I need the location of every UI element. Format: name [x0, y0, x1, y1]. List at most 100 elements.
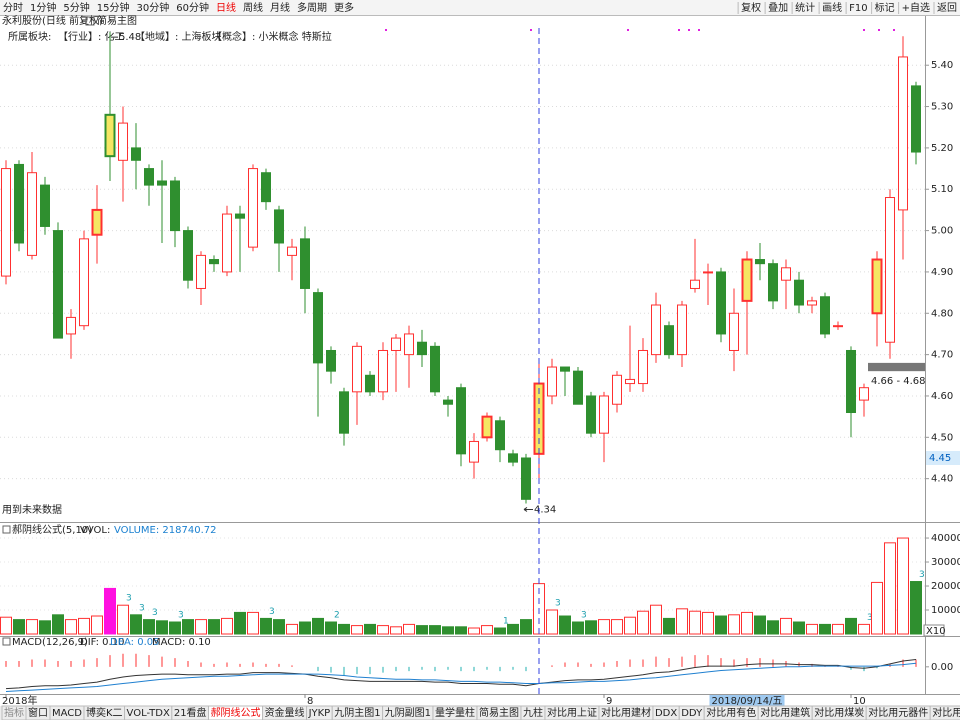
tab[interactable]: 博奕K二 — [86, 706, 123, 719]
volume-bar — [286, 623, 298, 635]
period-button[interactable]: 多周期 — [297, 1, 327, 14]
signal-dot — [627, 29, 629, 31]
volume-bar — [364, 623, 376, 635]
candle-body — [898, 56, 908, 211]
y-tick-label: 4.90 — [931, 267, 953, 278]
tab[interactable]: 对比用建筑 — [760, 706, 810, 719]
current-price-box — [926, 450, 960, 465]
pane-icon — [2, 637, 11, 646]
toolbar-button[interactable]: +自选 — [902, 1, 930, 14]
tab[interactable]: 九柱 — [523, 706, 543, 719]
candle-body — [287, 246, 297, 256]
volume-bar — [455, 626, 467, 635]
concept: 【概念】: 小米概念 特斯拉 — [212, 30, 332, 43]
volume-bar — [884, 542, 896, 635]
tab[interactable]: 指标 — [4, 706, 24, 719]
x-label-box — [709, 695, 785, 707]
candle-body — [131, 147, 141, 161]
volume-title: 郝阴线公式(5,10) — [12, 523, 92, 536]
volume-bar — [208, 619, 220, 635]
signal-dot — [698, 29, 700, 31]
period-button[interactable]: 60分钟 — [176, 1, 209, 14]
volume-bar — [819, 623, 831, 635]
tab[interactable]: 对比用通信设 — [932, 706, 960, 719]
x-tick-label: 9 — [606, 696, 612, 707]
tab[interactable]: 对比用建材 — [601, 706, 651, 719]
volume-bar — [52, 614, 64, 635]
tab[interactable]: 量学量柱 — [435, 706, 475, 719]
volume-bar — [26, 619, 38, 635]
volume-bar — [845, 617, 857, 635]
tab[interactable]: 简易主图 — [479, 706, 519, 719]
tab[interactable]: 九阴副图1 — [385, 707, 431, 719]
signal-dot — [678, 29, 680, 31]
tab[interactable]: MACD — [52, 708, 82, 719]
y-tick-label: 4.60 — [931, 391, 953, 402]
tab[interactable]: 资金量线 — [265, 706, 305, 719]
tab[interactable]: 对比用煤炭 — [814, 706, 864, 719]
tab[interactable]: 21看盘 — [174, 706, 207, 719]
volume-bar — [273, 619, 285, 635]
volume-bar — [195, 619, 207, 635]
x-tick-label: 2018/09/14/五 — [711, 696, 782, 707]
volume-mark: 3 — [269, 607, 275, 617]
period-button[interactable]: 月线 — [270, 1, 290, 14]
toolbar-button[interactable]: 复权 — [741, 1, 761, 14]
candle-body — [53, 230, 63, 339]
toolbar-button[interactable]: 叠加 — [768, 2, 788, 14]
volume-bar — [13, 619, 25, 635]
tab[interactable]: VOL-TDX — [127, 708, 170, 719]
tab[interactable]: 郝阴线公式 — [211, 706, 261, 719]
dea-line — [5, 662, 917, 692]
volume-bar — [104, 587, 116, 635]
period-button[interactable]: 30分钟 — [136, 1, 169, 14]
toolbar-button[interactable]: 统计 — [795, 1, 815, 14]
period-button[interactable]: 1分钟 — [30, 1, 56, 14]
volume-bar — [156, 620, 168, 635]
volume-bar — [65, 619, 77, 635]
volume-bar — [858, 623, 870, 635]
y-tick-label: 4.80 — [931, 308, 953, 319]
tab-bg — [929, 705, 960, 720]
tab[interactable]: DDY — [681, 708, 703, 719]
toolbar-button[interactable]: 画线 — [822, 1, 842, 14]
volume-bar — [507, 623, 519, 635]
candle-body — [456, 387, 466, 455]
tab[interactable]: 九阴主图1 — [334, 707, 380, 719]
tab[interactable]: 对比用元器件 — [868, 706, 928, 719]
candle-body — [521, 457, 531, 500]
volume-mark: 3 — [152, 608, 158, 618]
candle-body — [495, 420, 505, 451]
candle-body — [573, 370, 583, 405]
tab[interactable]: DDX — [655, 708, 677, 719]
candle-body — [378, 349, 388, 393]
toolbar-button[interactable]: F10 — [849, 3, 867, 14]
period-button[interactable]: 15分钟 — [97, 1, 130, 14]
candle-body — [170, 180, 180, 232]
candle-body — [781, 267, 791, 281]
period-button[interactable]: 日线 — [216, 1, 236, 14]
toolbar-button[interactable]: 返回 — [937, 2, 957, 14]
toolbar-button[interactable]: 标记 — [875, 2, 895, 14]
volume-mark: 1 — [503, 617, 509, 627]
tab[interactable]: 对比用有色 — [706, 706, 756, 719]
candle-body — [91, 208, 103, 236]
tab[interactable]: JYKP — [308, 708, 331, 719]
volume-mark: 3 — [867, 613, 873, 623]
tab[interactable]: 窗口 — [28, 706, 48, 719]
candle-body — [404, 333, 414, 356]
candle-body — [118, 122, 128, 161]
tab[interactable]: 对比用上证 — [547, 706, 597, 719]
dif-label: DIF: 0.10 — [80, 637, 124, 648]
period-button[interactable]: 更多 — [334, 1, 354, 14]
period-button[interactable]: 周线 — [243, 1, 263, 14]
volume-mark: 3 — [139, 603, 145, 613]
candle-body — [871, 258, 883, 315]
candle-body — [235, 213, 245, 219]
template-name[interactable]: 简易主图 — [97, 14, 137, 27]
volume-mark: 3 — [126, 594, 132, 604]
period-button[interactable]: 分时 — [3, 2, 23, 14]
period-button[interactable]: 5分钟 — [63, 1, 89, 14]
volume-bar — [143, 619, 155, 635]
